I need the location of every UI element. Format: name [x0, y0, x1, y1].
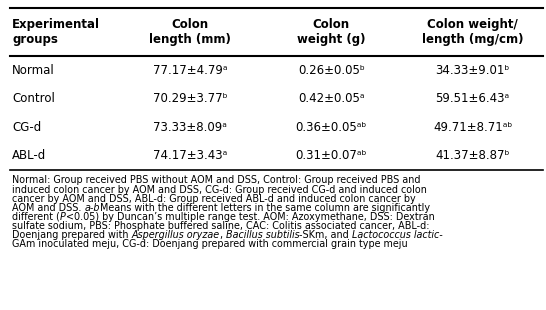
Text: Colon
weight (g): Colon weight (g): [297, 18, 365, 46]
Text: Lactococcus lactic-: Lactococcus lactic-: [352, 230, 443, 240]
Text: Normal: Group received PBS without AOM and DSS, Control: Group received PBS and: Normal: Group received PBS without AOM a…: [12, 175, 420, 185]
Text: sulfate sodium, PBS: Phosphate buffered saline, CAC: Colitis associated cancer, : sulfate sodium, PBS: Phosphate buffered …: [12, 221, 430, 231]
Text: 77.17±4.79ᵃ: 77.17±4.79ᵃ: [153, 64, 227, 77]
Text: 49.71±8.71ᵃᵇ: 49.71±8.71ᵃᵇ: [433, 121, 512, 134]
Text: cancer by AOM and DSS, ABL-d: Group received ABL-d and induced colon cancer by: cancer by AOM and DSS, ABL-d: Group rece…: [12, 194, 416, 204]
Text: ,: ,: [219, 230, 225, 240]
Text: 70.29±3.77ᵇ: 70.29±3.77ᵇ: [152, 92, 227, 105]
Text: 59.51±6.43ᵃ: 59.51±6.43ᵃ: [436, 92, 509, 105]
Text: Colon weight/
length (mg/cm): Colon weight/ length (mg/cm): [422, 18, 523, 46]
Text: 0.31±0.07ᵃᵇ: 0.31±0.07ᵃᵇ: [295, 149, 367, 162]
Text: a-b: a-b: [85, 203, 100, 213]
Text: different (: different (: [12, 212, 60, 222]
Text: Experimental
groups: Experimental groups: [12, 18, 100, 46]
Text: P: P: [60, 212, 66, 222]
Text: AOM and DSS.: AOM and DSS.: [12, 203, 85, 213]
Text: <0.05) by Duncan’s multiple range test. AOM: Azoxymethane, DSS: Dextran: <0.05) by Duncan’s multiple range test. …: [66, 212, 434, 222]
Text: Means with the different letters in the same column are significantly: Means with the different letters in the …: [100, 203, 430, 213]
Text: 41.37±8.87ᵇ: 41.37±8.87ᵇ: [435, 149, 510, 162]
Text: induced colon cancer by AOM and DSS, CG-d: Group received CG-d and induced colon: induced colon cancer by AOM and DSS, CG-…: [12, 184, 427, 195]
Text: 0.26±0.05ᵇ: 0.26±0.05ᵇ: [298, 64, 365, 77]
Text: GAm inoculated meju, CG-d: Doenjang prepared with commercial grain type meju: GAm inoculated meju, CG-d: Doenjang prep…: [12, 239, 408, 249]
Text: Doenjang prepared with: Doenjang prepared with: [12, 230, 132, 240]
Text: 73.33±8.09ᵃ: 73.33±8.09ᵃ: [153, 121, 227, 134]
Text: Aspergillus oryzae: Aspergillus oryzae: [132, 230, 219, 240]
Text: ABL-d: ABL-d: [12, 149, 46, 162]
Text: Normal: Normal: [12, 64, 55, 77]
Text: -SKm, and: -SKm, and: [299, 230, 352, 240]
Text: Colon
length (mm): Colon length (mm): [149, 18, 231, 46]
Text: 34.33±9.01ᵇ: 34.33±9.01ᵇ: [435, 64, 510, 77]
Text: CG-d: CG-d: [12, 121, 41, 134]
Text: 0.36±0.05ᵃᵇ: 0.36±0.05ᵃᵇ: [295, 121, 367, 134]
Text: Bacillus subtilis: Bacillus subtilis: [225, 230, 299, 240]
Text: 74.17±3.43ᵃ: 74.17±3.43ᵃ: [153, 149, 227, 162]
Text: 0.42±0.05ᵃ: 0.42±0.05ᵃ: [298, 92, 365, 105]
Text: Control: Control: [12, 92, 55, 105]
